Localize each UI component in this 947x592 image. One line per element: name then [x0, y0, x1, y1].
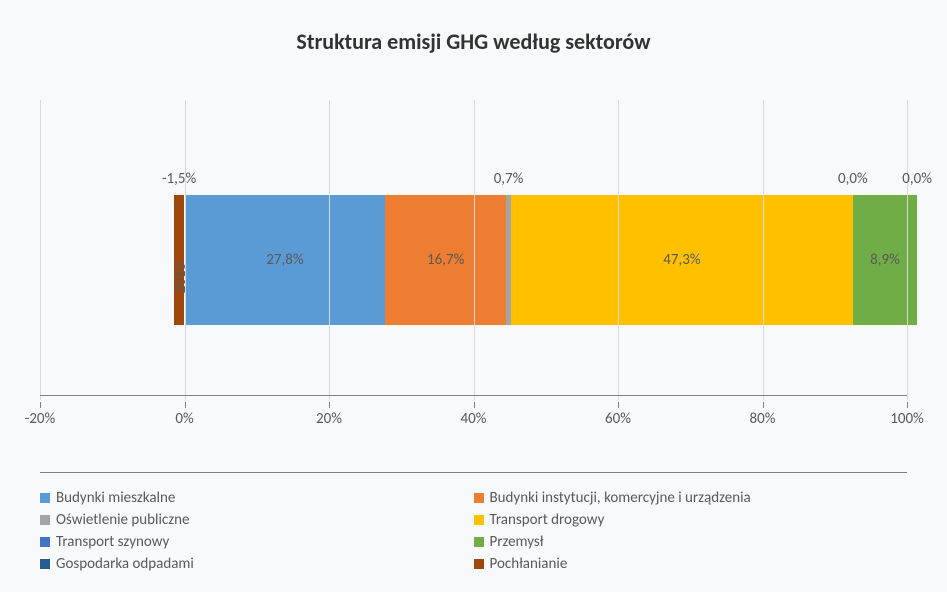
- legend-swatch: [40, 559, 50, 569]
- x-tick: [329, 402, 330, 408]
- grid-line: [763, 100, 764, 400]
- x-tick: [907, 402, 908, 408]
- legend-swatch: [40, 515, 50, 525]
- chart-title: Struktura emisji GHG według sektorów: [0, 0, 947, 65]
- grid-line: [474, 100, 475, 400]
- legend-item: Oświetlenie publiczne: [40, 509, 474, 531]
- legend-label: Transport szynowy: [56, 533, 169, 551]
- x-axis-tick-label: 60%: [605, 410, 631, 428]
- legend-item: Budynki mieszkalne: [40, 487, 474, 509]
- grid-line: [907, 100, 908, 400]
- legend-swatch: [474, 537, 484, 547]
- x-axis-tick-label: 40%: [461, 410, 487, 428]
- legend-item: Gospodarka odpadami: [40, 553, 474, 575]
- bar-segment-budynki_instytucji: 16,7%: [385, 195, 506, 325]
- x-axis-line: [40, 395, 907, 396]
- chart-container: Struktura emisji GHG według sektorów 27,…: [0, 0, 947, 592]
- legend-item: Transport szynowy: [40, 531, 474, 553]
- x-axis-tick-label: 0%: [175, 410, 193, 428]
- legend-swatch: [474, 515, 484, 525]
- category-label: 2010: [172, 263, 190, 293]
- legend-item: Budynki instytucji, komercyjne i urządze…: [474, 487, 908, 509]
- data-label-transport_drogowy: 47,3%: [663, 251, 700, 269]
- data-label-oswietlenie: 0,7%: [494, 170, 524, 188]
- grid-line: [618, 100, 619, 400]
- x-axis-tick-label: 100%: [890, 410, 924, 428]
- x-axis-tick-label: 20%: [316, 410, 342, 428]
- legend-label: Budynki mieszkalne: [56, 489, 175, 507]
- x-axis-tick-label: 80%: [750, 410, 776, 428]
- grid-line: [40, 100, 41, 400]
- legend-label: Przemysł: [490, 533, 544, 551]
- legend-item: Transport drogowy: [474, 509, 908, 531]
- grid-line: [329, 100, 330, 400]
- data-label-przemysl: 8,9%: [870, 251, 900, 269]
- data-label-gospodarka_odpadami: 0,0%: [902, 170, 932, 188]
- x-tick: [763, 402, 764, 408]
- legend-item: Pochłanianie: [474, 553, 908, 575]
- bar-segment-transport_drogowy: 47,3%: [511, 195, 853, 325]
- data-label-pochlanianie: -1,5%: [162, 170, 196, 188]
- legend-label: Pochłanianie: [490, 555, 568, 573]
- data-label-transport_szynowy: 0,0%: [838, 170, 868, 188]
- legend-swatch: [474, 493, 484, 503]
- grid-line: [185, 100, 186, 400]
- legend-swatch: [474, 559, 484, 569]
- legend-swatch: [40, 493, 50, 503]
- x-tick: [185, 402, 186, 408]
- data-label-budynki_instytucji: 16,7%: [427, 251, 464, 269]
- data-label-budynki_mieszkalne: 27,8%: [266, 251, 303, 269]
- legend-label: Gospodarka odpadami: [56, 555, 194, 573]
- legend-label: Budynki instytucji, komercyjne i urządze…: [490, 489, 751, 507]
- x-axis-tick-label: -20%: [25, 410, 56, 428]
- legend-swatch: [40, 537, 50, 547]
- bar-segment-pochlanianie: [174, 195, 185, 325]
- legend-label: Transport drogowy: [490, 511, 605, 529]
- x-tick: [474, 402, 475, 408]
- plot-area: 27,8%16,7%47,3%8,9% -1,5%0,7%0,0%0,0%: [40, 100, 907, 400]
- legend-label: Oświetlenie publiczne: [56, 511, 190, 529]
- x-tick: [618, 402, 619, 408]
- x-tick: [40, 402, 41, 408]
- legend: Budynki mieszkalne Budynki instytucji, ko…: [40, 472, 907, 575]
- bar-segment-budynki_mieszkalne: 27,8%: [185, 195, 386, 325]
- legend-item: Przemysł: [474, 531, 908, 553]
